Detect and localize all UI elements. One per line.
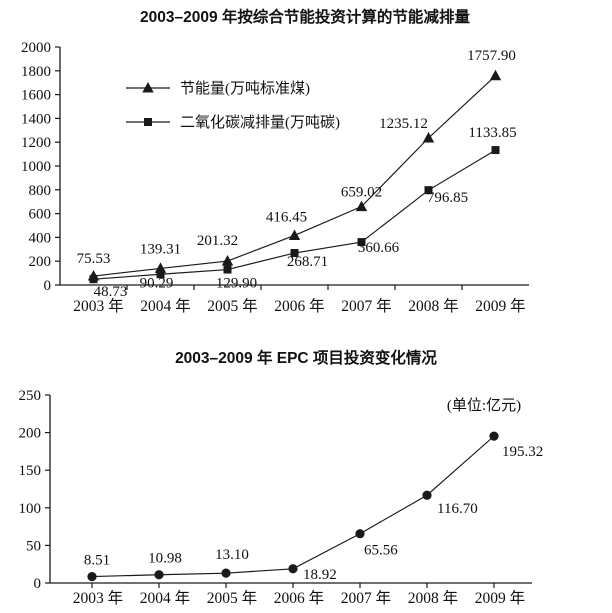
x-category-label: 2004 年 <box>140 297 190 315</box>
x-category-label: 2007 年 <box>341 589 391 607</box>
square-marker-icon <box>144 118 152 126</box>
data-point-label: 416.45 <box>266 209 307 225</box>
data-point-label: 75.53 <box>77 251 111 267</box>
triangle-marker-icon <box>288 229 301 240</box>
y-tick-label: 200 <box>19 426 42 442</box>
data-point-label: 65.56 <box>364 543 398 559</box>
data-point-label: 129.90 <box>216 276 257 292</box>
data-point-label: 1235.12 <box>379 116 428 132</box>
data-point-label: 10.98 <box>148 551 182 567</box>
y-tick-label: 800 <box>29 183 52 199</box>
data-point-label: 659.02 <box>341 185 382 201</box>
triangle-marker-icon <box>221 255 234 266</box>
y-tick-label: 0 <box>34 576 42 592</box>
circle-marker-icon <box>355 529 365 539</box>
x-category-label: 2006 年 <box>274 589 324 607</box>
data-point-label: 268.71 <box>287 254 328 270</box>
square-marker-icon <box>424 186 433 195</box>
square-marker-icon <box>357 238 366 247</box>
data-point-label: 1133.85 <box>468 125 516 141</box>
triangle-marker-icon <box>142 82 154 93</box>
x-category-label: 2008 年 <box>408 297 458 315</box>
legend-item-label: 节能量(万吨标准煤) <box>180 80 310 97</box>
chart-energy-emission-reduction: 0 200 400 600 800 1000 1200 1400 1600 1800 2000 200… <box>21 40 529 315</box>
legend-item-label: 二氧化碳减排量(万吨碳) <box>180 114 340 131</box>
square-marker-icon <box>491 146 500 155</box>
x-category-label: 2005 年 <box>207 297 257 315</box>
y-tick-label: 600 <box>29 207 52 223</box>
circle-marker-icon <box>288 564 298 574</box>
y-tick-label: 1200 <box>21 135 51 151</box>
data-point-label: 360.66 <box>358 240 400 256</box>
chart2-title: 2003–2009 年 EPC 项目投资变化情况 <box>175 348 437 367</box>
data-point-label: 8.51 <box>84 553 110 569</box>
y-tick-label: 1600 <box>21 88 51 104</box>
y-tick-label: 100 <box>19 501 42 517</box>
x-category-label: 2009 年 <box>475 297 525 315</box>
square-marker-icon <box>223 265 232 274</box>
triangle-marker-icon <box>489 69 502 81</box>
x-category-label: 2008 年 <box>408 589 458 607</box>
x-category-label: 2004 年 <box>140 589 190 607</box>
circle-marker-icon <box>422 490 432 500</box>
data-point-label: 116.70 <box>437 501 478 517</box>
x-category-label: 2005 年 <box>207 589 257 607</box>
x-category-label: 2009 年 <box>475 589 525 607</box>
data-point-label: 139.31 <box>140 241 181 257</box>
square-marker-icon <box>290 249 299 258</box>
y-tick-label: 200 <box>29 254 52 270</box>
data-point-label: 195.32 <box>502 444 543 460</box>
x-category-label: 2006 年 <box>274 297 324 315</box>
y-tick-label: 1800 <box>21 64 51 80</box>
y-tick-label: 1400 <box>21 111 51 127</box>
x-category-label: 2003 年 <box>73 589 123 607</box>
circle-marker-icon <box>221 568 231 578</box>
axis-lines <box>49 395 532 584</box>
data-point-label: 18.92 <box>303 567 337 583</box>
data-point-label: 48.73 <box>94 284 128 300</box>
square-marker-icon <box>89 275 98 284</box>
chart-epc-investment: 0 50 100 150 200 250 2003 年 2004 年 2005 年 2006 年 2… <box>19 388 544 607</box>
y-tick-label: 250 <box>19 388 42 404</box>
circle-marker-icon <box>154 570 164 580</box>
triangle-marker-icon <box>355 200 368 212</box>
y-tick-label: 400 <box>29 230 52 246</box>
y-tick-label: 2000 <box>21 40 51 56</box>
unit-note: (单位:亿元) <box>447 397 521 414</box>
data-point-label: 201.32 <box>197 233 238 249</box>
y-tick-label: 50 <box>26 538 41 554</box>
data-point-label: 1757.90 <box>467 48 516 64</box>
square-marker-icon <box>156 270 165 279</box>
y-tick-label: 150 <box>19 463 42 479</box>
chart1-title: 2003–2009 年按综合节能投资计算的节能减排量 <box>140 7 470 26</box>
data-point-label: 13.10 <box>215 547 249 563</box>
data-point-label: 796.85 <box>427 190 468 206</box>
y-tick-label: 0 <box>44 278 52 294</box>
x-category-label: 2003 年 <box>73 297 123 315</box>
x-category-label: 2007 年 <box>341 297 391 315</box>
triangle-marker-icon <box>422 132 435 143</box>
circle-marker-icon <box>489 431 499 441</box>
y-tick-label: 1000 <box>21 159 51 175</box>
data-point-label: 90.29 <box>140 275 174 291</box>
circle-marker-icon <box>87 572 97 582</box>
